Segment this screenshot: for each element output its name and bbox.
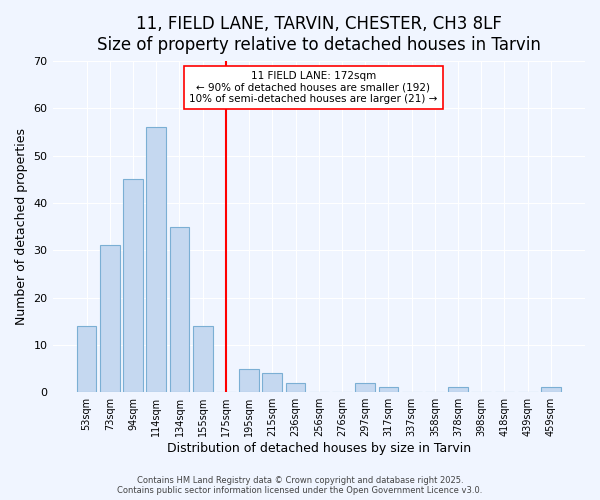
Bar (193, 326, 212, 392)
Title: 11, FIELD LANE, TARVIN, CHESTER, CH3 8LF
Size of property relative to detached h: 11, FIELD LANE, TARVIN, CHESTER, CH3 8LF… (97, 15, 541, 54)
Bar (100, 246, 119, 392)
Bar (123, 179, 143, 392)
Bar (239, 368, 259, 392)
Bar (286, 382, 305, 392)
Bar (170, 226, 190, 392)
Bar (379, 388, 398, 392)
Y-axis label: Number of detached properties: Number of detached properties (15, 128, 28, 325)
Bar (146, 127, 166, 392)
Bar (448, 388, 468, 392)
X-axis label: Distribution of detached houses by size in Tarvin: Distribution of detached houses by size … (167, 442, 471, 455)
Bar (262, 374, 282, 392)
Bar (77, 326, 97, 392)
Text: 11 FIELD LANE: 172sqm
← 90% of detached houses are smaller (192)
10% of semi-det: 11 FIELD LANE: 172sqm ← 90% of detached … (189, 71, 437, 104)
Bar (355, 382, 375, 392)
Bar (541, 388, 561, 392)
Text: Contains HM Land Registry data © Crown copyright and database right 2025.
Contai: Contains HM Land Registry data © Crown c… (118, 476, 482, 495)
